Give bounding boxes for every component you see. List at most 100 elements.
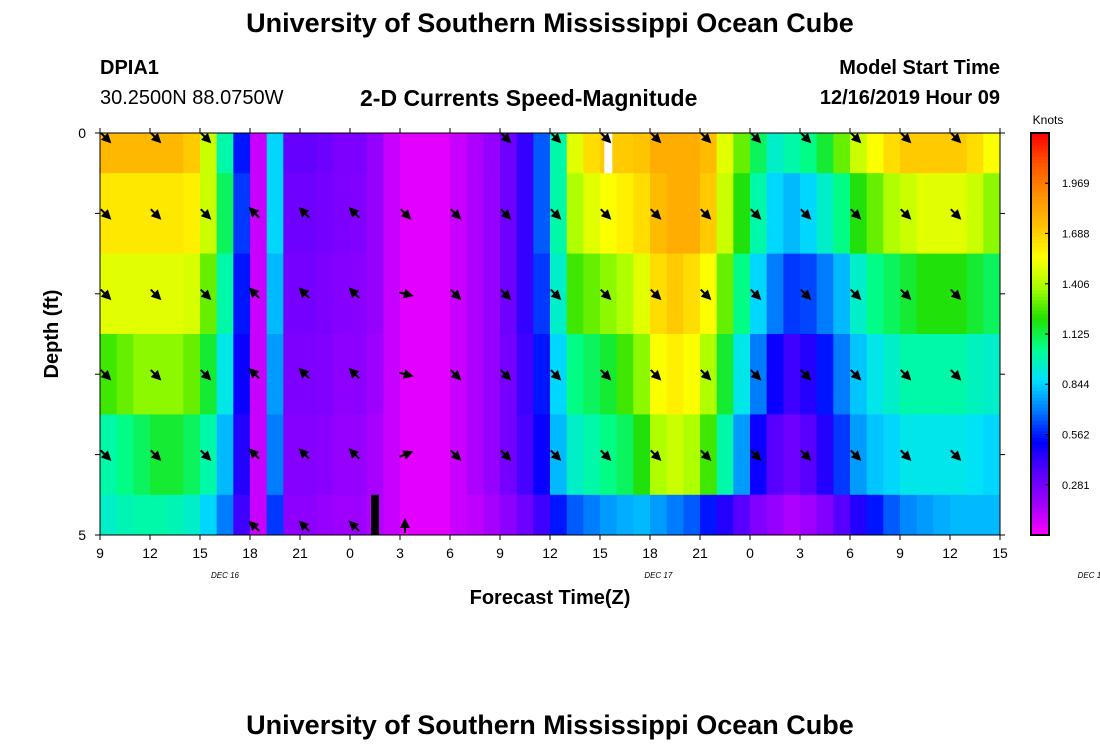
colorbar-segment [1031, 303, 1049, 308]
heatmap-cell [733, 173, 751, 255]
station-id: DPIA1 [100, 57, 159, 79]
current-arrow [248, 520, 260, 532]
heatmap-cell [566, 173, 584, 255]
colorbar-segment [1031, 133, 1049, 137]
heatmap-cell [116, 253, 134, 335]
heatmap-cell [150, 334, 168, 415]
current-arrow [298, 520, 310, 532]
heatmap-cell [700, 414, 718, 496]
current-arrow [800, 449, 812, 461]
heatmap-cell [466, 133, 484, 174]
heatmap-cell [450, 334, 468, 415]
heatmap-cell [700, 133, 718, 174]
heatmap-cell [633, 334, 651, 415]
heatmap-cell [366, 173, 384, 255]
heatmap-cell [200, 414, 218, 496]
heatmap-cell [600, 253, 618, 335]
heatmap-cell [166, 414, 184, 496]
colorbar-segment [1031, 511, 1049, 516]
model-start-time: 12/16/2019 Hour 09 [819, 87, 1000, 109]
heatmap-cell [833, 253, 851, 335]
colorbar-tick-label: 0.281 [1062, 480, 1090, 492]
heatmap-cell [700, 253, 718, 335]
heatmap-cell [866, 334, 884, 415]
heatmap-cell [500, 334, 518, 415]
heatmap-cell [250, 253, 268, 335]
colorbar-segment [1031, 411, 1049, 415]
heatmap-cell [650, 253, 668, 335]
colorbar-segment [1031, 501, 1049, 506]
current-arrow [900, 369, 912, 381]
heatmap-cell [133, 494, 151, 536]
heatmap-cell [216, 334, 234, 415]
current-arrow [348, 367, 360, 380]
current-arrow [850, 449, 862, 461]
heatmap-cell [583, 414, 601, 496]
heatmap-cell [550, 133, 568, 174]
colorbar-segment [1031, 176, 1049, 181]
heatmap-cell [883, 414, 901, 496]
heatmap-cell [283, 133, 301, 174]
colorbar-segment [1031, 481, 1049, 486]
current-arrow [100, 132, 112, 144]
current-arrow [900, 208, 912, 220]
heatmap-cell [900, 494, 918, 536]
heatmap-cell [450, 494, 468, 536]
current-arrow [700, 208, 712, 220]
heatmap-cell [216, 133, 234, 174]
heatmap-cell [666, 414, 684, 496]
colorbar-segment [1031, 193, 1049, 198]
heatmap-cell [683, 173, 701, 255]
heatmap-cell [966, 173, 984, 255]
heatmap-cell [666, 334, 684, 415]
heatmap-cell [750, 414, 768, 496]
current-arrow [298, 367, 310, 380]
heatmap-cell [533, 414, 551, 496]
current-arrow [200, 132, 212, 144]
heatmap-cell [133, 334, 151, 415]
current-arrow [450, 369, 462, 381]
heatmap-cell [916, 253, 934, 335]
heatmap-cell [516, 253, 534, 335]
heatmap-cell [383, 494, 401, 536]
heatmap-cell [516, 133, 534, 174]
colorbar-segment [1031, 203, 1049, 208]
x-tick-label: 6 [846, 545, 854, 561]
heatmap-cell [816, 414, 834, 496]
heatmap-cell [316, 414, 334, 496]
current-arrow [750, 132, 762, 144]
heatmap-cell [266, 494, 284, 536]
colorbar-segment [1031, 434, 1049, 439]
heatmap-cell [433, 494, 451, 536]
heatmap-cell [583, 494, 601, 536]
colorbar-segment [1031, 471, 1049, 476]
heatmap-cell [600, 334, 618, 415]
heatmap-cell [700, 173, 718, 255]
heatmap-cell [816, 133, 834, 174]
heatmap-cell [633, 133, 651, 174]
heatmap-cell [100, 133, 118, 174]
heatmap-cell [250, 173, 268, 255]
colorbar-segment [1031, 444, 1049, 449]
current-arrow [100, 449, 112, 461]
heatmap-cell [750, 253, 768, 335]
heatmap-cell [433, 133, 451, 174]
x-axis-label: Forecast Time(Z) [470, 587, 631, 609]
heatmap-cell [233, 414, 251, 496]
heatmap-cell [733, 133, 751, 174]
colorbar-label: Knots [1033, 113, 1064, 127]
heatmap-cell [866, 253, 884, 335]
heatmap-cell [650, 414, 668, 496]
heatmap-cell [266, 414, 284, 496]
colorbar-segment [1031, 173, 1049, 178]
heatmap-cell [216, 253, 234, 335]
heatmap-cell [566, 253, 584, 335]
heatmap-cell [583, 133, 601, 174]
heatmap-cell [100, 334, 118, 415]
heatmap-cell [333, 133, 351, 174]
current-arrow [348, 207, 360, 219]
x-tick-label: 9 [96, 545, 104, 561]
heatmap-cell [916, 414, 934, 496]
heatmap-cell [300, 414, 318, 496]
heatmap-cell [433, 414, 451, 496]
